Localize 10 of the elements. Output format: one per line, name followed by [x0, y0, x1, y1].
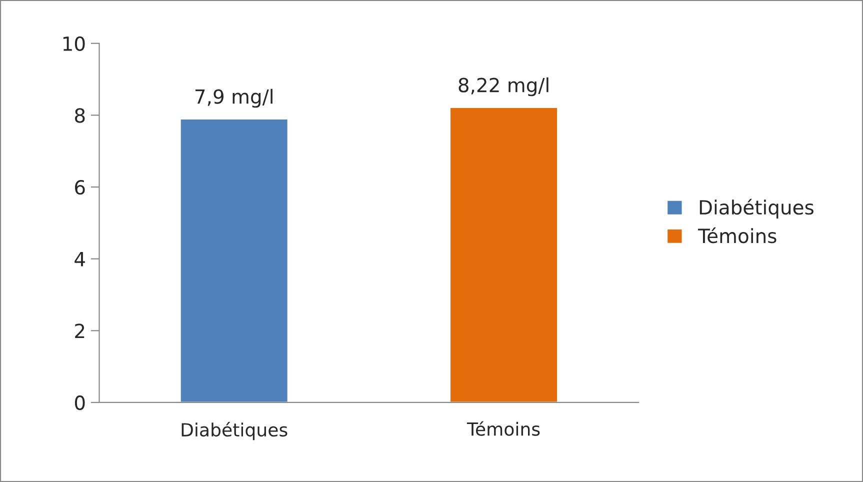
legend-label: Diabétiques: [700, 198, 814, 218]
y-tick-label: 10: [63, 36, 85, 52]
y-tick-label: 8: [75, 108, 85, 123]
y-tick-label: 4: [74, 252, 85, 266]
y-tick-label: 0: [74, 395, 85, 410]
legend-label: Témoins: [698, 227, 776, 244]
data-label: 7,9 mg/l: [196, 88, 272, 108]
y-tick-label: 6: [75, 180, 85, 195]
y-tick-label: 2: [75, 324, 84, 338]
data-label: 8,22 mg/l: [458, 77, 548, 96]
